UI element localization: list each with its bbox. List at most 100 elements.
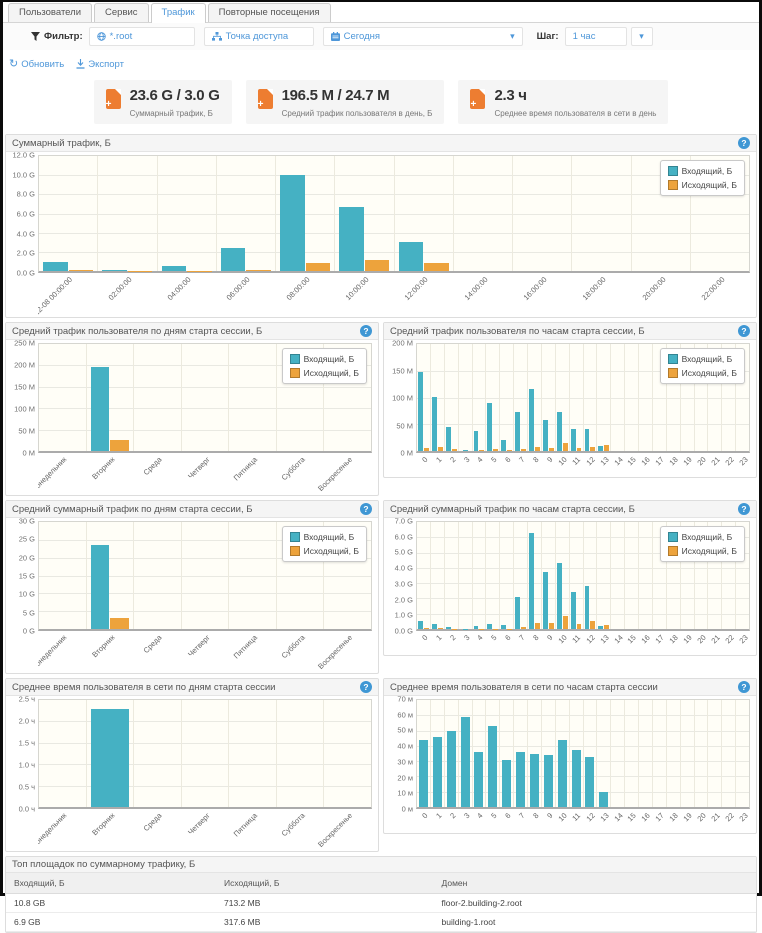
- x-axis-tick-label: 16: [640, 633, 652, 645]
- globe-icon: [97, 32, 106, 41]
- x-axis-tick-label: 2: [448, 633, 457, 642]
- legend-item[interactable]: Исходящий, Б: [290, 366, 359, 380]
- legend-swatch: [668, 180, 678, 190]
- bar: [221, 248, 245, 271]
- column-header-incoming[interactable]: Входящий, Б: [6, 873, 216, 894]
- tab-users[interactable]: Пользователи: [8, 3, 92, 22]
- y-axis-tick-label: 25 G: [19, 535, 35, 544]
- x-axis-tick-label: Суббота: [280, 455, 307, 482]
- x-axis-tick-label: 16:00:00: [522, 275, 549, 302]
- file-plus-icon: [106, 89, 121, 109]
- bar: [604, 625, 609, 629]
- x-axis-tick-label: Пятница: [232, 811, 259, 838]
- category-cell: [681, 700, 695, 807]
- tab-service[interactable]: Сервис: [94, 3, 149, 22]
- legend-swatch: [668, 354, 678, 364]
- help-icon[interactable]: ?: [360, 681, 372, 693]
- x-axis-tick-label: 6: [504, 811, 513, 820]
- bar-group: [584, 522, 597, 629]
- y-axis-tick-label: 2.0 G: [17, 249, 35, 258]
- date-filter-field[interactable]: Сегодня ▾: [323, 27, 523, 46]
- legend-item[interactable]: Входящий, Б: [668, 164, 737, 178]
- panel-title: Среднее время пользователя в сети по час…: [390, 682, 658, 693]
- legend-swatch: [668, 368, 678, 378]
- category-cell: [722, 700, 736, 807]
- category-cell: [500, 522, 514, 629]
- legend-item[interactable]: Входящий, Б: [290, 352, 359, 366]
- file-plus-icon: [470, 89, 485, 109]
- x-axis-category: Суббота: [277, 453, 325, 495]
- category-cell: [217, 156, 276, 271]
- bar-group: [473, 522, 486, 629]
- legend-item[interactable]: Исходящий, Б: [668, 366, 737, 380]
- bar-group: [229, 700, 276, 807]
- help-icon[interactable]: ?: [360, 503, 372, 515]
- x-axis-category: 5: [486, 453, 500, 477]
- column-header-outgoing[interactable]: Исходящий, Б: [216, 873, 434, 894]
- y-axis-tick-label: 10 G: [19, 590, 35, 599]
- export-button[interactable]: Экспорт: [76, 59, 124, 70]
- legend-label: Входящий, Б: [682, 354, 733, 364]
- bar: [493, 449, 498, 451]
- step-select-button[interactable]: ▾: [631, 27, 653, 46]
- bar-group: [277, 700, 324, 807]
- x-axis-category: 7: [513, 453, 527, 477]
- y-axis-tick-label: 0.0 G: [395, 627, 413, 636]
- column-header-domain[interactable]: Домен: [434, 873, 757, 894]
- legend-swatch: [290, 532, 300, 542]
- y-axis-tick-label: 7.0 G: [395, 517, 413, 526]
- x-axis-category: Пятница: [229, 631, 277, 673]
- tab-repeat-visits[interactable]: Повторные посещения: [208, 3, 331, 22]
- legend-swatch: [668, 546, 678, 556]
- category-cell: [134, 344, 182, 451]
- refresh-button[interactable]: ↻ Обновить: [9, 59, 64, 70]
- legend-item[interactable]: Входящий, Б: [290, 530, 359, 544]
- x-axis-tick-label: 19: [682, 633, 694, 645]
- y-axis-tick-label: 1.5 ч: [19, 739, 35, 748]
- bar-group: [39, 522, 86, 629]
- x-axis-category: Пятница: [229, 453, 277, 495]
- category-cell: [611, 522, 625, 629]
- legend-item[interactable]: Входящий, Б: [668, 530, 737, 544]
- x-axis-tick-label: 17: [654, 633, 666, 645]
- help-icon[interactable]: ?: [738, 681, 750, 693]
- x-axis-category: 16: [639, 631, 653, 655]
- bar-group: [528, 522, 541, 629]
- x-axis-category: 9: [541, 453, 555, 477]
- x-axis-category: 9: [541, 631, 555, 655]
- bar: [447, 731, 456, 807]
- help-icon[interactable]: ?: [738, 503, 750, 515]
- panel-header: Средний суммарный трафик по дням старта …: [6, 501, 378, 518]
- x-axis-tick-label: 4: [476, 633, 485, 642]
- legend-label: Входящий, Б: [304, 354, 355, 364]
- bar-group: [182, 344, 229, 451]
- legend-swatch: [668, 532, 678, 542]
- x-axis-category: 10: [555, 453, 569, 477]
- legend-item[interactable]: Исходящий, Б: [290, 544, 359, 558]
- bar: [424, 628, 429, 629]
- legend-item[interactable]: Исходящий, Б: [668, 178, 737, 192]
- legend-item[interactable]: Входящий, Б: [668, 352, 737, 366]
- x-axis-category: Вторник: [86, 453, 134, 495]
- bar: [424, 263, 448, 271]
- category-cell: [459, 344, 473, 451]
- x-axis-tick-label: 16: [640, 811, 652, 823]
- x-axis-tick-label: Вторник: [90, 811, 116, 837]
- step-select[interactable]: 1 час: [565, 27, 627, 46]
- access-point-filter-field[interactable]: Точка доступа: [204, 27, 314, 46]
- help-icon[interactable]: ?: [738, 325, 750, 337]
- legend-item[interactable]: Исходящий, Б: [668, 544, 737, 558]
- help-icon[interactable]: ?: [360, 325, 372, 337]
- category-cell: [473, 700, 487, 807]
- bar: [424, 448, 429, 451]
- bar-group: [324, 700, 371, 807]
- x-axis-tick-label: 17: [654, 811, 666, 823]
- location-filter-field[interactable]: *.root: [89, 27, 195, 46]
- bar-group: [625, 344, 638, 451]
- tab-traffic[interactable]: Трафик: [151, 3, 206, 23]
- help-icon[interactable]: ?: [738, 137, 750, 149]
- bar: [452, 449, 457, 451]
- x-axis-category: 14: [611, 631, 625, 655]
- panel-title: Средний трафик пользователя по часам ста…: [390, 326, 645, 337]
- bar: [571, 429, 576, 451]
